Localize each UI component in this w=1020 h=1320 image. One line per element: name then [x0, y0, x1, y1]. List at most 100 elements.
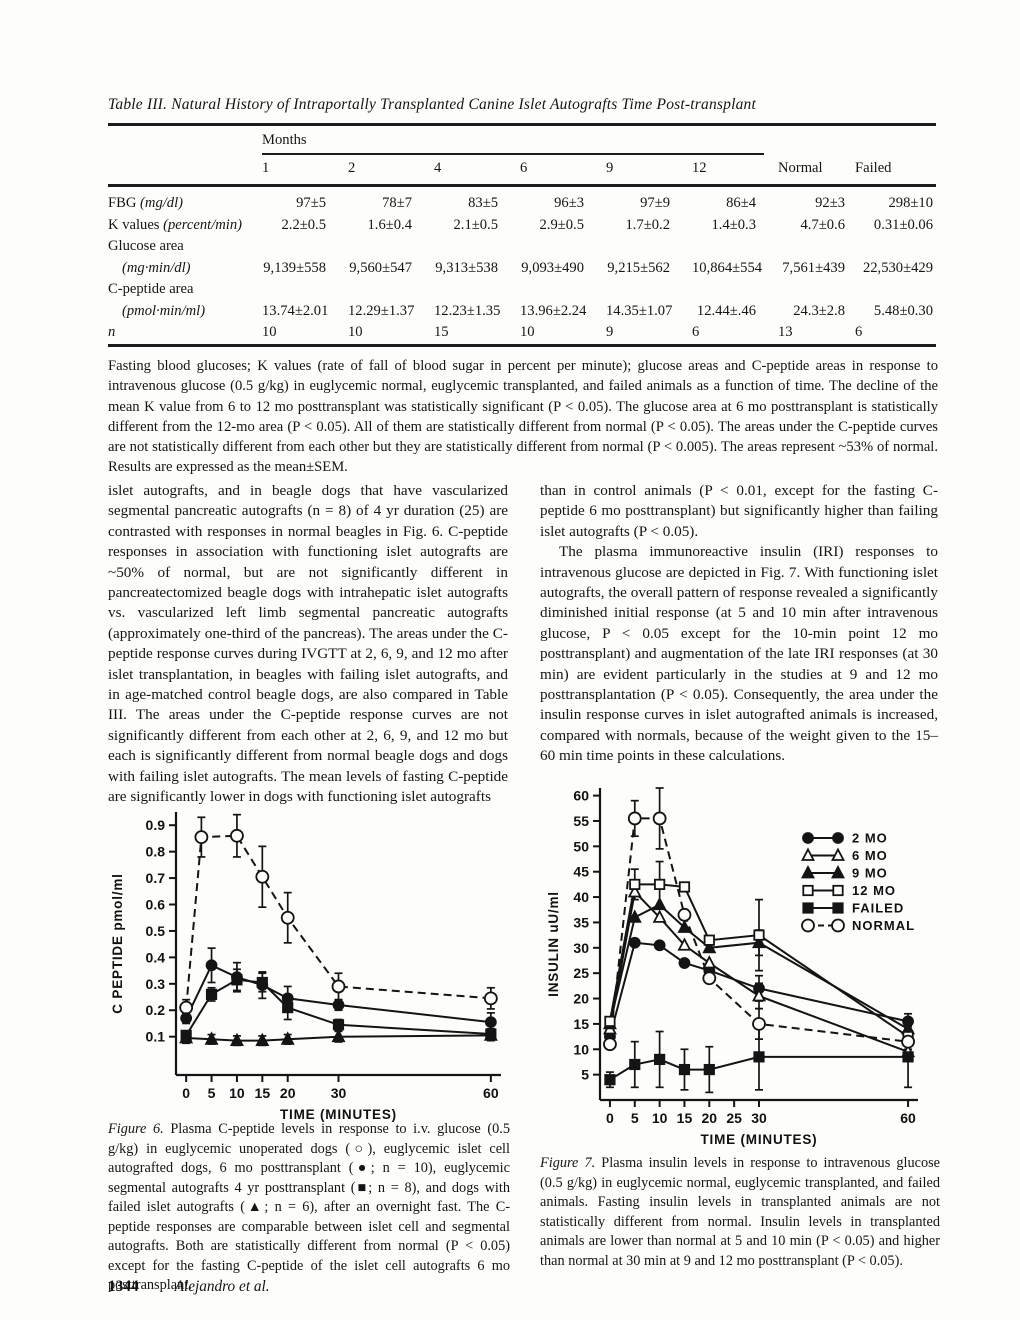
svg-text:INSULIN uU/ml: INSULIN uU/ml — [546, 891, 561, 997]
table-header-row: 1 2 4 6 9 12 Normal Failed — [108, 160, 935, 177]
table-cell: 97±9 — [640, 195, 670, 211]
table-cell — [520, 279, 606, 301]
table-footnote: Fasting blood glucoses; K values (rate o… — [108, 358, 938, 476]
table-cell: 2.9±0.5 — [539, 216, 585, 233]
table-cell — [348, 236, 434, 258]
table-cell: 15 — [434, 324, 449, 340]
table-cell: 10 — [262, 324, 277, 340]
left-column: islet autografts, and in beagle dogs tha… — [108, 481, 508, 808]
svg-text:0.3: 0.3 — [146, 976, 166, 992]
table-spanner-rule — [262, 153, 764, 155]
table-col-header: Failed — [855, 160, 892, 176]
svg-text:5: 5 — [631, 1110, 639, 1126]
legend-label: 6 MO — [852, 848, 888, 863]
table-cell: 7,561±439 — [782, 259, 845, 276]
table-cell: 298±10 — [888, 195, 934, 211]
figure7-caption-text: Plasma insulin levels in response to int… — [540, 1155, 940, 1269]
svg-text:40: 40 — [573, 889, 589, 905]
table-row: Glucose area — [108, 236, 935, 258]
svg-text:C PEPTIDE pmol/ml: C PEPTIDE pmol/ml — [110, 873, 125, 1013]
svg-text:45: 45 — [573, 864, 589, 880]
table-cell: 9,139±558 — [263, 259, 326, 276]
svg-text:5: 5 — [581, 1067, 589, 1083]
table-cell: 9,313±538 — [435, 259, 498, 276]
table-row: FBG (mg/dl) 97±5 78±7 83±5 96±3 97±9 86±4 92±3 2… — [108, 193, 935, 215]
fig7-svg: 5 10 15 20 25 30 35 40 45 50 55 60 0 5 10 15 20 25 30 60 TIM… — [546, 787, 918, 1147]
table-cell: 6 — [855, 324, 863, 340]
table-cell: 10,864±554 — [692, 259, 763, 276]
right-column: than in control animals (P < 0.01, excep… — [540, 481, 938, 767]
table-cell: 0.31±0.06 — [873, 216, 933, 233]
svg-text:15: 15 — [573, 1016, 589, 1032]
table-col-header: 6 — [520, 160, 528, 176]
legend-label: 2 MO — [852, 831, 888, 846]
table-cell — [348, 279, 434, 301]
fig6-svg: 0.1 0.2 0.3 0.4 0.5 0.6 0.7 0.8 0.9 0 5 10 15 20 30 60 T… — [110, 812, 501, 1122]
table-mid-rule — [108, 184, 936, 187]
figure6-caption-text: Plasma C-peptide levels in response to i… — [108, 1121, 511, 1293]
table-cell — [778, 236, 855, 258]
legend-label: FAILED — [852, 901, 904, 916]
table-row: K values (percent/min) 2.2±0.5 1.6±0.4 2.1±… — [108, 215, 935, 237]
left-column-paragraph: islet autografts, and in beagle dogs tha… — [108, 482, 508, 806]
svg-text:25: 25 — [573, 965, 589, 981]
svg-text:30: 30 — [331, 1085, 347, 1101]
table-cell: 78±7 — [382, 195, 412, 211]
table-col-header: 9 — [606, 160, 614, 176]
table-col-header: 12 — [692, 160, 707, 176]
legend-label: NORMAL — [852, 918, 915, 933]
running-authors: Alejandro et al. — [174, 1278, 270, 1295]
table-cell: 13.74±2.01 — [262, 302, 329, 319]
svg-text:30: 30 — [573, 940, 589, 956]
table-cell: 1.4±0.3 — [711, 216, 757, 233]
table-cell: 1.6±0.4 — [367, 216, 413, 233]
legend-label: 12 MO — [852, 883, 896, 898]
svg-text:60: 60 — [573, 788, 589, 804]
table-row: n 10 10 15 10 9 6 13 6 — [108, 322, 935, 344]
svg-text:0.5: 0.5 — [146, 923, 166, 939]
table-cell: 97±5 — [296, 195, 326, 211]
table-title: Table III. Natural History of Intraporta… — [108, 96, 756, 113]
svg-text:30: 30 — [751, 1110, 767, 1126]
table-row: C-peptide area — [108, 279, 935, 301]
svg-text:TIME (MINUTES): TIME (MINUTES) — [280, 1107, 397, 1122]
svg-text:0.6: 0.6 — [146, 897, 166, 913]
figure6-chart: 0.1 0.2 0.3 0.4 0.5 0.6 0.7 0.8 0.9 0 5 10 15 20 30 60 T… — [108, 798, 515, 1132]
svg-text:20: 20 — [280, 1085, 296, 1101]
svg-text:60: 60 — [483, 1085, 499, 1101]
svg-text:TIME (MINUTES): TIME (MINUTES) — [701, 1132, 818, 1147]
figure7-chart: 5 10 15 20 25 30 35 40 45 50 55 60 0 5 10 15 20 25 30 60 TIM… — [544, 780, 944, 1157]
table-cell — [692, 236, 778, 258]
table-cell: 10 — [348, 324, 363, 340]
table-cell — [778, 279, 855, 301]
table-cell — [262, 236, 348, 258]
table-cell: 22,530±429 — [862, 259, 933, 276]
figure6-caption: Figure 6. Plasma C-peptide levels in res… — [108, 1120, 510, 1296]
table-cell: 2.1±0.5 — [453, 216, 499, 233]
table-row-label: C-peptide area — [108, 281, 194, 297]
right-column-paragraph-1: than in control animals (P < 0.01, excep… — [540, 482, 938, 540]
svg-text:20: 20 — [573, 991, 589, 1007]
table-cell: 86±4 — [726, 195, 756, 211]
table-col-header: 1 — [262, 160, 270, 176]
svg-text:0.1: 0.1 — [146, 1029, 166, 1045]
right-column-paragraph-2: The plasma immunoreactive insulin (IRI) … — [540, 543, 938, 765]
svg-text:0.2: 0.2 — [146, 1002, 166, 1018]
table-row-label: Glucose area — [108, 238, 184, 254]
table-cell: 14.35±1.07 — [606, 302, 673, 319]
table-cell — [855, 236, 935, 258]
svg-text:60: 60 — [900, 1110, 916, 1126]
table-cell: 12.29±1.37 — [348, 302, 415, 319]
table-row: (pmol·min/ml) 13.74±2.01 12.29±1.37 12.23±1… — [108, 301, 935, 323]
table-cell — [692, 279, 778, 301]
svg-text:35: 35 — [573, 914, 589, 930]
svg-text:10: 10 — [652, 1110, 668, 1126]
page-number: 1344 — [108, 1278, 139, 1295]
table-cell — [606, 236, 692, 258]
svg-text:0.4: 0.4 — [146, 949, 166, 965]
table-body: FBG (mg/dl) 97±5 78±7 83±5 96±3 97±9 86±4 92±3 2… — [108, 193, 935, 344]
table-spanner-label: Months — [262, 132, 307, 148]
table-row-label: (pmol·min/ml) — [122, 302, 206, 319]
table-col-header: Normal — [778, 160, 823, 176]
